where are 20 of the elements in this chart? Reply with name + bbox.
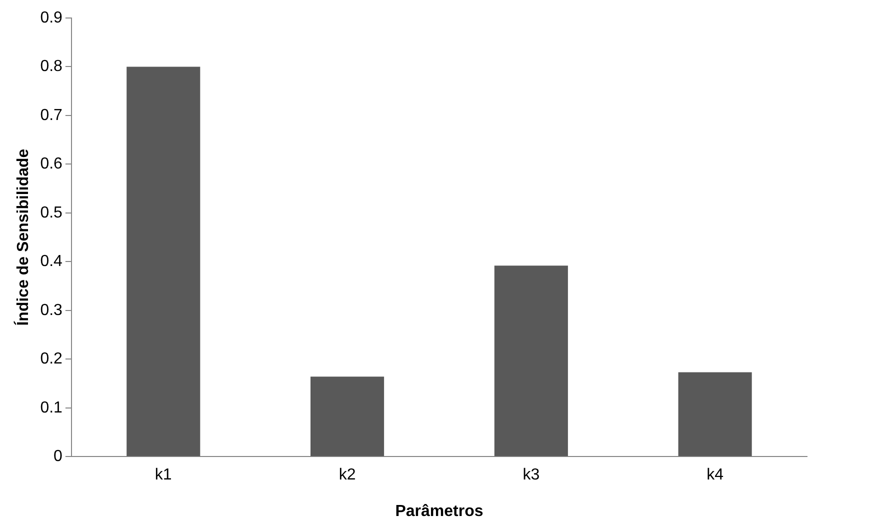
y-tick-label: 0.4 [40,253,63,270]
bar [494,266,568,456]
bar [678,372,752,456]
y-tick-label: 0.3 [40,302,63,319]
x-tick-label: k3 [522,466,540,484]
bar [310,376,384,456]
y-axis-title: Índice de Sensibilidade [13,148,32,326]
x-tick-label: k1 [154,466,172,484]
y-tick-label: 0.6 [40,156,63,173]
y-tick-label: 0.7 [40,106,63,124]
y-tick-label: 0 [54,448,63,466]
y-tick-label: 0.1 [40,399,63,416]
y-tick-label: 0.8 [40,58,63,76]
x-tick-label: k4 [706,466,724,484]
y-tick-label: 0.9 [40,9,63,26]
x-tick-label: k2 [338,466,356,484]
bar [126,66,200,456]
x-axis-title: Parâmetros [395,502,484,520]
y-tick-label: 0.2 [40,350,63,368]
y-tick-label: 0.5 [40,204,63,222]
